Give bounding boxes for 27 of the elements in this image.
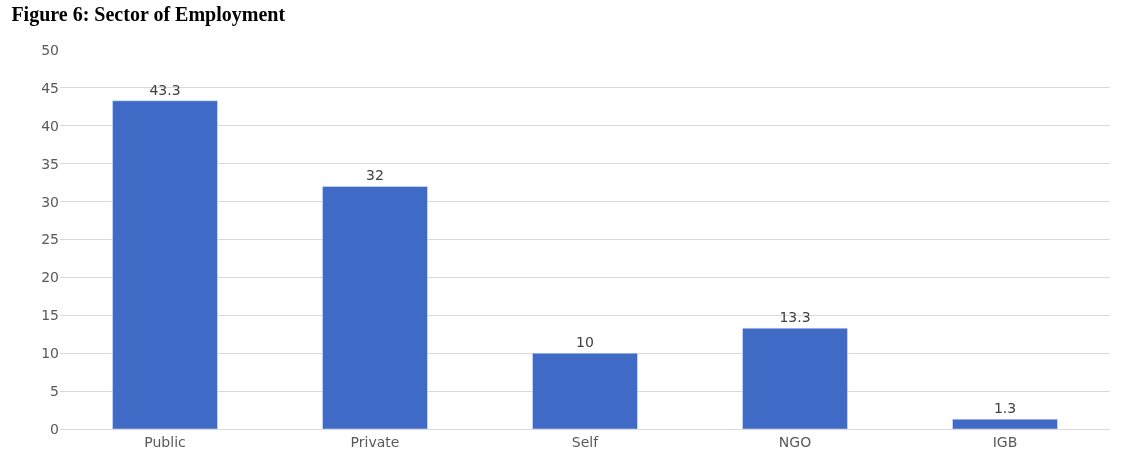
y-tick-label: 25 (41, 231, 59, 248)
y-tick-label: 50 (41, 41, 59, 58)
bar (322, 186, 428, 429)
data-label: 1.3 (993, 400, 1017, 417)
data-label: 32 (366, 167, 384, 184)
data-label: 13.3 (779, 309, 811, 326)
x-tick-label: Private (350, 433, 400, 450)
data-label: 43.3 (149, 81, 181, 98)
x-tick-label: NGO (778, 433, 812, 450)
y-tick-label: 35 (41, 155, 59, 172)
chart-title: Figure 6: Sector of Employment (11, 3, 286, 27)
data-label: 10 (576, 334, 594, 351)
y-tick-label: 10 (41, 345, 59, 362)
bar (952, 418, 1058, 429)
x-tick-label: Public (144, 433, 186, 450)
y-tick-label: 20 (41, 269, 59, 286)
y-tick-label: 45 (41, 79, 59, 96)
bar (532, 352, 638, 429)
x-tick-label: IGB (992, 433, 1018, 450)
bar (742, 327, 848, 429)
y-tick-label: 40 (41, 117, 59, 134)
bar (112, 100, 218, 429)
y-tick-label: 5 (50, 383, 59, 399)
y-tick-label: 0 (50, 420, 59, 437)
x-tick-label: Self (571, 433, 600, 450)
y-tick-label: 30 (41, 193, 59, 210)
y-tick-label: 15 (41, 307, 59, 324)
